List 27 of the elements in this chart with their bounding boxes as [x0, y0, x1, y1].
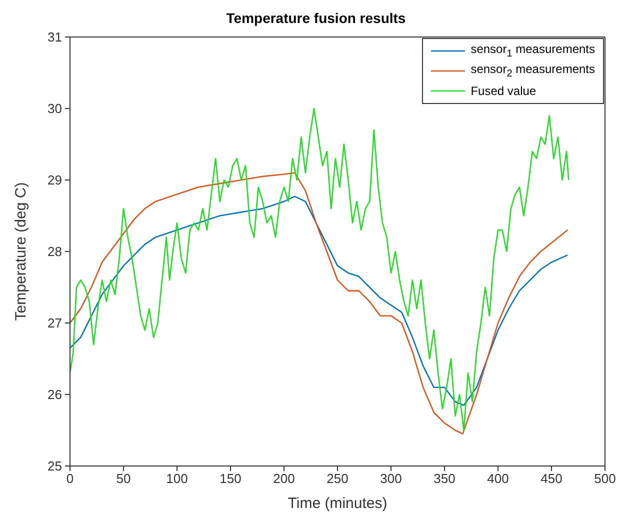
legend-label: sensor$_{2}$ measurements	[470, 62, 595, 80]
line-series	[70, 108, 570, 431]
x-tick-label: 100	[166, 471, 188, 486]
x-tick-label: 50	[116, 471, 131, 486]
x-tick-label: 250	[326, 471, 348, 486]
y-tick-label: 30	[48, 101, 62, 116]
legend-label: sensor$_{1}$ measurements	[470, 42, 595, 60]
line-series	[70, 196, 568, 406]
x-tick-label: 450	[540, 471, 562, 486]
y-tick-label: 27	[48, 316, 62, 331]
x-tick-label: 500	[594, 471, 616, 486]
y-tick-label: 25	[48, 458, 62, 474]
legend-label: Fused value	[470, 84, 536, 98]
y-axis-title: Temperature (deg C)	[12, 182, 30, 321]
x-tick-label: 300	[380, 471, 402, 486]
x-tick-label: 200	[273, 471, 295, 486]
y-tick-label: 31	[48, 30, 62, 45]
x-tick-label: 0	[66, 471, 74, 486]
x-tick-label: 400	[487, 471, 509, 486]
y-tick-label: 28	[48, 244, 62, 260]
x-tick-label: 350	[434, 471, 456, 486]
x-tick-label: 150	[220, 471, 242, 486]
x-axis-title: Time (minutes)	[288, 495, 388, 512]
y-tick-label: 26	[48, 387, 62, 402]
line-series	[70, 172, 568, 434]
chart-title: Temperature fusion results	[225, 9, 407, 28]
y-tick-label: 29	[48, 172, 62, 188]
